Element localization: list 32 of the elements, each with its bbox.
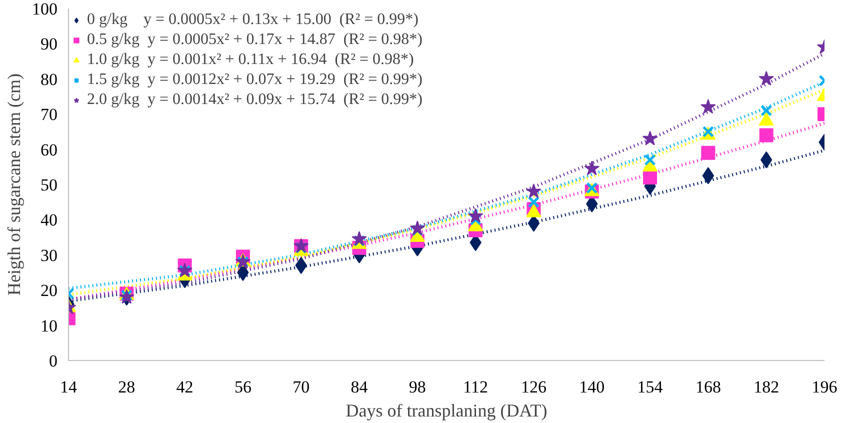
x-tick-label: 84 [350, 378, 368, 396]
x-tick-label: 168 [695, 378, 721, 396]
x-tick-label: 196 [812, 378, 838, 396]
y-tick-label: 0 [49, 352, 58, 370]
x-tick-label: 56 [234, 378, 252, 396]
x-tick-label: 70 [292, 378, 310, 396]
y-tick-label: 40 [40, 210, 58, 230]
x-tick-label: 126 [520, 378, 546, 396]
x-tick-label: 28 [118, 378, 136, 396]
legend-label: 0 g/kg y = 0.0005x² + 0.13x + 15.00 (R² = 0.99*) [87, 11, 418, 29]
legend-label: 1.5 g/kg y = 0.0012x² + 0.07x + 19.29 (R² = 0.99*) [87, 71, 422, 89]
x-axis-title: Days of transplaning (DAT) [346, 400, 548, 420]
y-tick-label: 80 [40, 70, 58, 89]
x-tick-label: 98 [408, 378, 426, 396]
legend-label: 1.0 g/kg y = 0.001x² + 0.11x + 16.94 (R² = 0.98*) [87, 51, 414, 69]
y-tick-label: 50 [40, 176, 58, 194]
x-tick-label: 154 [637, 378, 664, 396]
x-tick-label: 14 [60, 378, 78, 396]
x-tick-label: 182 [754, 378, 780, 396]
legend-label: 2.0 g/kg y = 0.0014x² + 0.09x + 15.74 (R² = 0.99*) [87, 91, 422, 109]
y-tick-label: 60 [40, 140, 58, 160]
y-tick-label: 20 [40, 281, 58, 300]
legend-label: 0.5 g/kg y = 0.0005x² + 0.17x + 14.87 (R² = 0.98*) [87, 31, 422, 49]
y-tick-label: 90 [40, 34, 58, 54]
y-axis-title: Heigth of sugarcane stem (cm) [4, 74, 24, 296]
x-tick-label: 112 [463, 378, 488, 396]
y-tick-label: 10 [40, 316, 58, 336]
x-tick-label: 140 [579, 378, 605, 396]
y-tick-label: 30 [40, 246, 58, 265]
y-tick-label: 100 [32, 0, 58, 18]
x-tick-label: 42 [176, 378, 194, 396]
y-tick-label: 70 [40, 105, 58, 124]
